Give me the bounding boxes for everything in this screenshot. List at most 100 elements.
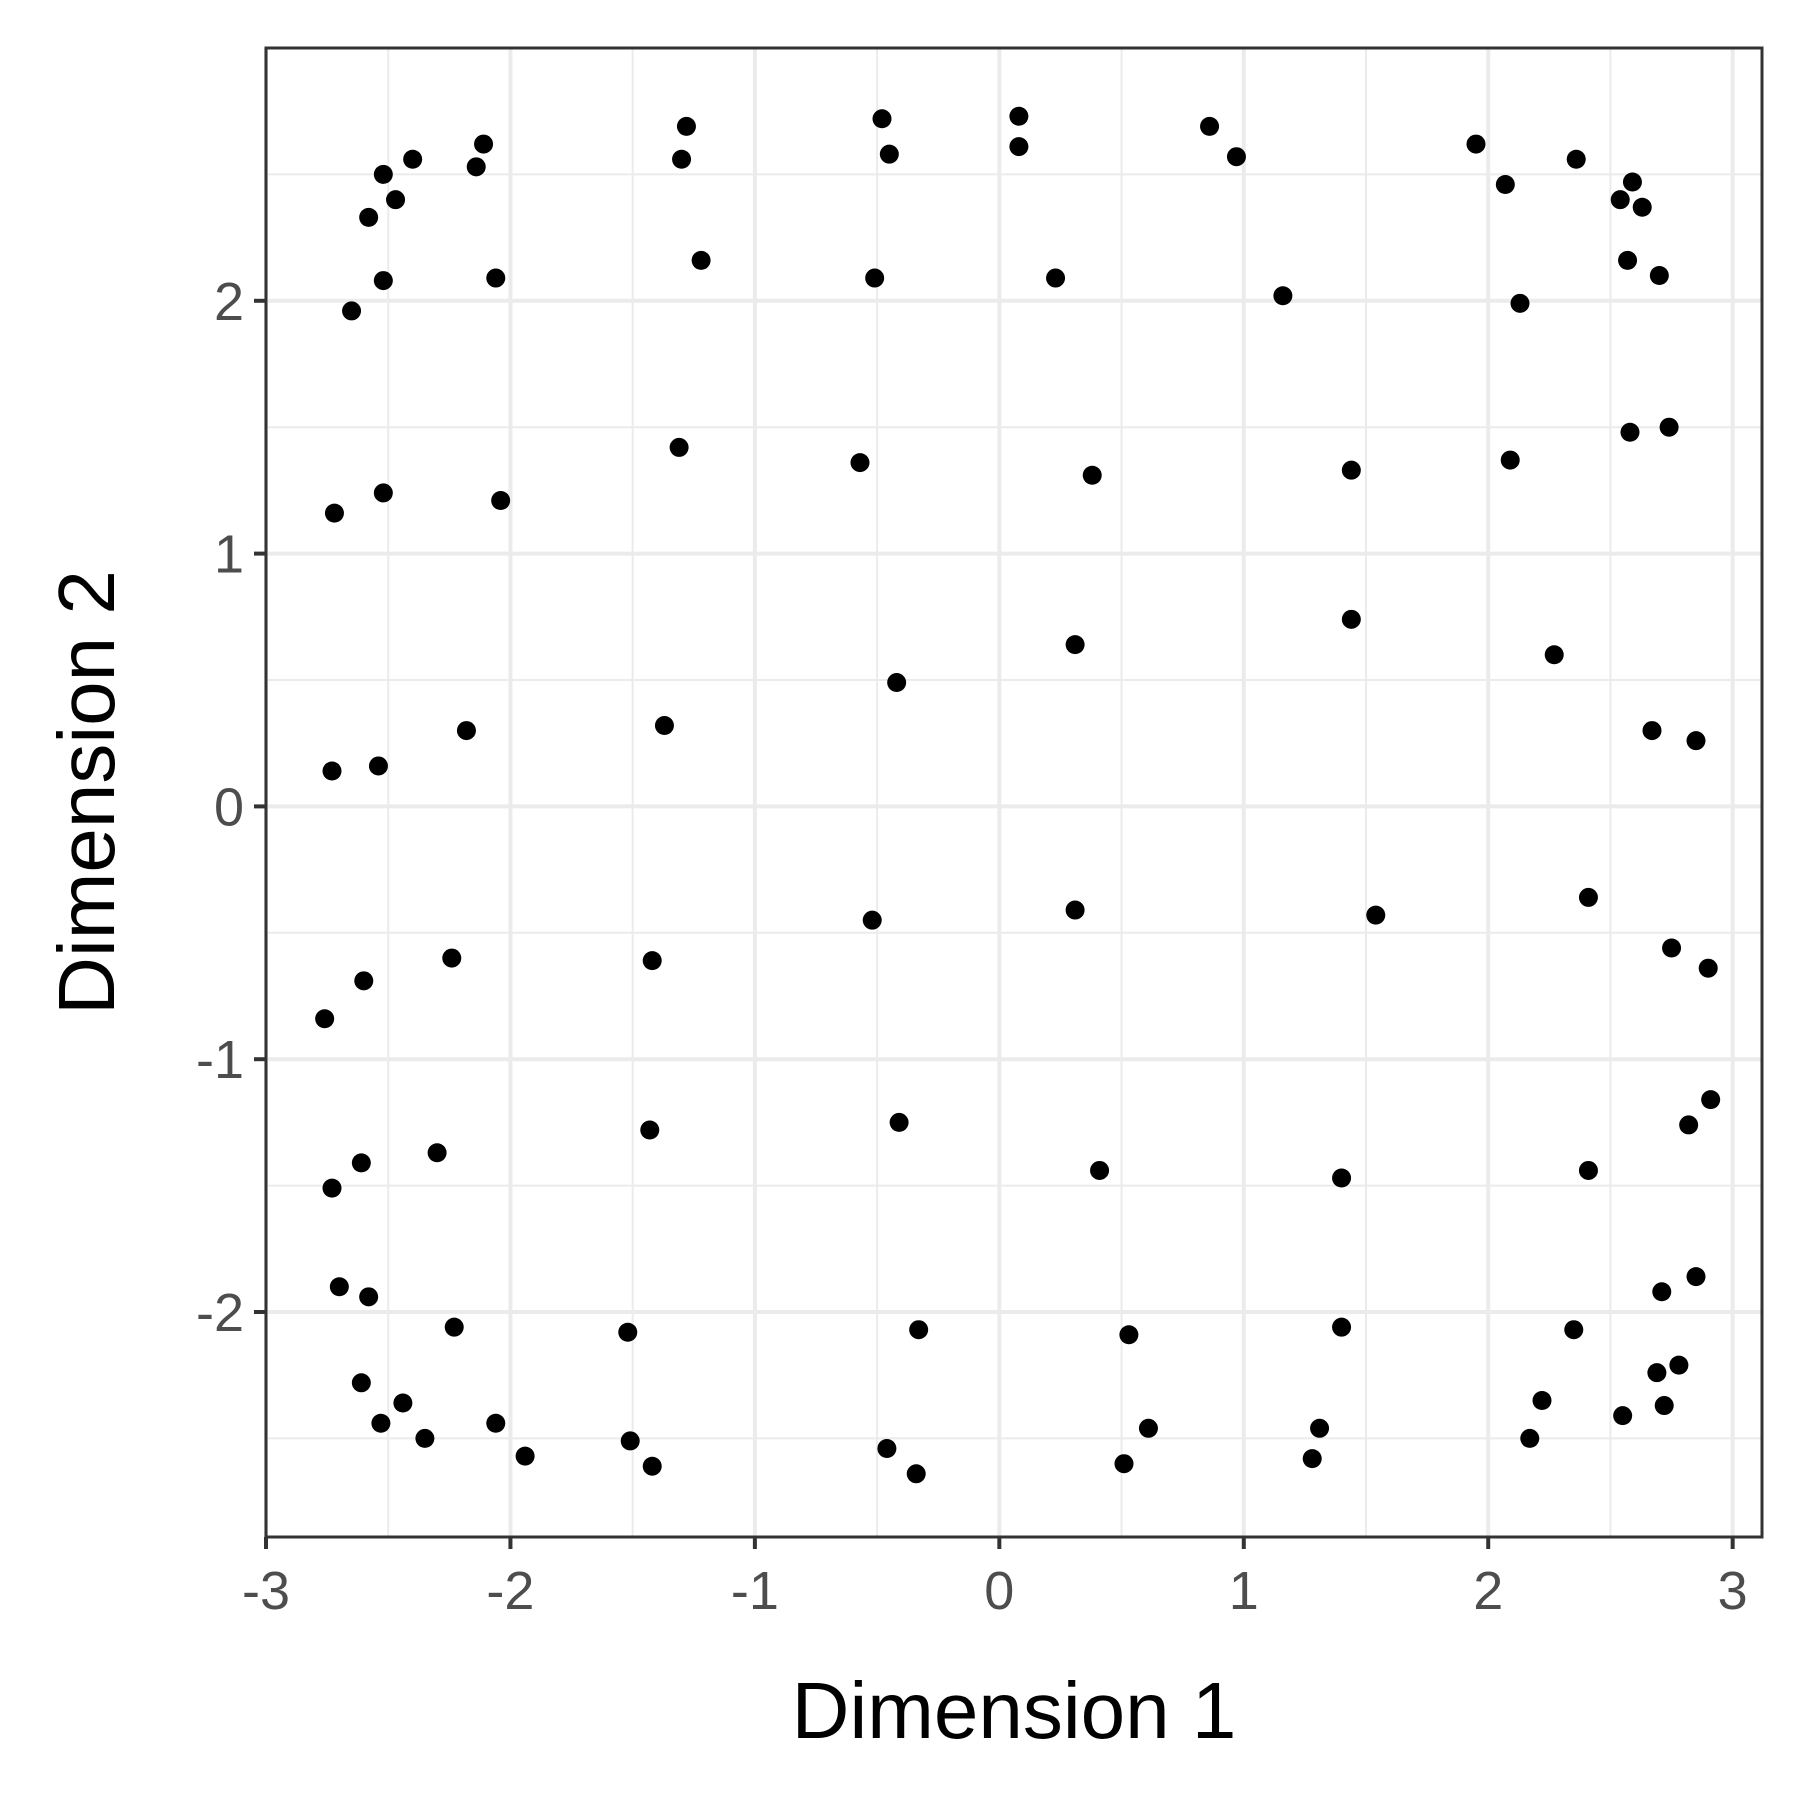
data-point bbox=[1341, 460, 1361, 480]
x-tick-label: 3 bbox=[1718, 1561, 1748, 1621]
data-point bbox=[1622, 172, 1642, 192]
data-point bbox=[889, 1112, 909, 1132]
data-point bbox=[1532, 1390, 1552, 1410]
data-point bbox=[1009, 137, 1029, 157]
y-tick-label: 2 bbox=[214, 272, 244, 332]
data-point bbox=[1652, 1282, 1672, 1302]
data-point bbox=[669, 437, 689, 457]
data-point bbox=[1659, 417, 1679, 437]
data-point bbox=[1649, 266, 1669, 286]
data-point bbox=[1065, 900, 1085, 920]
data-point bbox=[403, 149, 423, 169]
data-point bbox=[1642, 721, 1662, 741]
data-point bbox=[444, 1317, 464, 1337]
data-point bbox=[672, 149, 692, 169]
x-tick-label: 2 bbox=[1473, 1561, 1503, 1621]
x-tick-label: -1 bbox=[731, 1561, 779, 1621]
data-point bbox=[1613, 1406, 1633, 1426]
data-point bbox=[1332, 1168, 1352, 1188]
data-point bbox=[1520, 1428, 1540, 1448]
data-point bbox=[691, 250, 711, 270]
data-point bbox=[1090, 1160, 1110, 1180]
data-point bbox=[618, 1322, 638, 1342]
data-point bbox=[1302, 1449, 1322, 1469]
data-point bbox=[1578, 887, 1598, 907]
data-point bbox=[1500, 450, 1520, 470]
data-point bbox=[879, 144, 899, 164]
data-point bbox=[1578, 1160, 1598, 1180]
data-point bbox=[1620, 422, 1640, 442]
data-point bbox=[1686, 731, 1706, 751]
data-point bbox=[324, 503, 344, 523]
data-point bbox=[486, 268, 506, 288]
data-point bbox=[1310, 1418, 1330, 1438]
data-point bbox=[862, 910, 882, 930]
x-tick-label: -3 bbox=[242, 1561, 290, 1621]
data-point bbox=[359, 207, 379, 227]
y-tick-label: 0 bbox=[214, 777, 244, 837]
data-point bbox=[906, 1464, 926, 1484]
data-point bbox=[491, 491, 511, 511]
data-point bbox=[1366, 905, 1386, 925]
data-point bbox=[1654, 1396, 1674, 1416]
data-point bbox=[1065, 635, 1085, 655]
data-point bbox=[1544, 645, 1564, 665]
data-point bbox=[1332, 1317, 1352, 1337]
data-point bbox=[322, 761, 342, 781]
data-point bbox=[877, 1439, 897, 1459]
data-point bbox=[620, 1431, 640, 1451]
data-point bbox=[368, 756, 388, 776]
data-point bbox=[1618, 250, 1638, 270]
data-point bbox=[393, 1393, 413, 1413]
data-point bbox=[850, 453, 870, 473]
data-point bbox=[329, 1277, 349, 1297]
data-point bbox=[1273, 286, 1293, 306]
data-point bbox=[373, 271, 393, 291]
data-point bbox=[1610, 190, 1630, 210]
data-point bbox=[415, 1428, 435, 1448]
data-point bbox=[1119, 1325, 1139, 1345]
data-point bbox=[342, 301, 362, 321]
data-point bbox=[1669, 1355, 1689, 1375]
data-point bbox=[909, 1320, 929, 1340]
data-point bbox=[1114, 1454, 1134, 1474]
data-point bbox=[887, 673, 907, 693]
data-point bbox=[1495, 175, 1515, 195]
data-point bbox=[642, 951, 662, 971]
data-point bbox=[1226, 147, 1246, 167]
data-point bbox=[1510, 293, 1530, 313]
points-layer bbox=[315, 106, 1721, 1484]
y-axis-title: Dimension 2 bbox=[42, 570, 131, 1015]
data-point bbox=[371, 1413, 391, 1433]
data-point bbox=[359, 1287, 379, 1307]
data-point bbox=[1647, 1363, 1667, 1383]
data-point bbox=[872, 109, 892, 129]
x-tick-label: 1 bbox=[1229, 1561, 1259, 1621]
y-tick-label: -1 bbox=[196, 1030, 244, 1090]
data-point bbox=[322, 1178, 342, 1198]
y-tick-label: -2 bbox=[196, 1283, 244, 1343]
data-point bbox=[642, 1456, 662, 1476]
data-point bbox=[466, 157, 486, 177]
data-point bbox=[676, 116, 696, 136]
y-tick-label: 1 bbox=[214, 525, 244, 585]
data-point bbox=[354, 971, 374, 991]
x-axis-title: Dimension 1 bbox=[792, 1666, 1237, 1755]
data-point bbox=[1566, 149, 1586, 169]
data-point bbox=[315, 1009, 335, 1029]
data-point bbox=[1698, 958, 1718, 978]
data-point bbox=[373, 483, 393, 503]
ticks-layer: -3 -2 -1 0 1 2 3 -2 -1 0 1 2 bbox=[196, 272, 1748, 1621]
data-point bbox=[1564, 1320, 1584, 1340]
x-tick-label: 0 bbox=[984, 1561, 1014, 1621]
data-point bbox=[373, 164, 393, 184]
panel-border bbox=[264, 46, 1764, 1539]
data-point bbox=[1632, 197, 1652, 217]
data-point bbox=[1466, 134, 1486, 154]
data-point bbox=[640, 1120, 660, 1140]
data-point bbox=[351, 1153, 371, 1173]
data-point bbox=[1686, 1267, 1706, 1287]
data-point bbox=[1200, 116, 1220, 136]
